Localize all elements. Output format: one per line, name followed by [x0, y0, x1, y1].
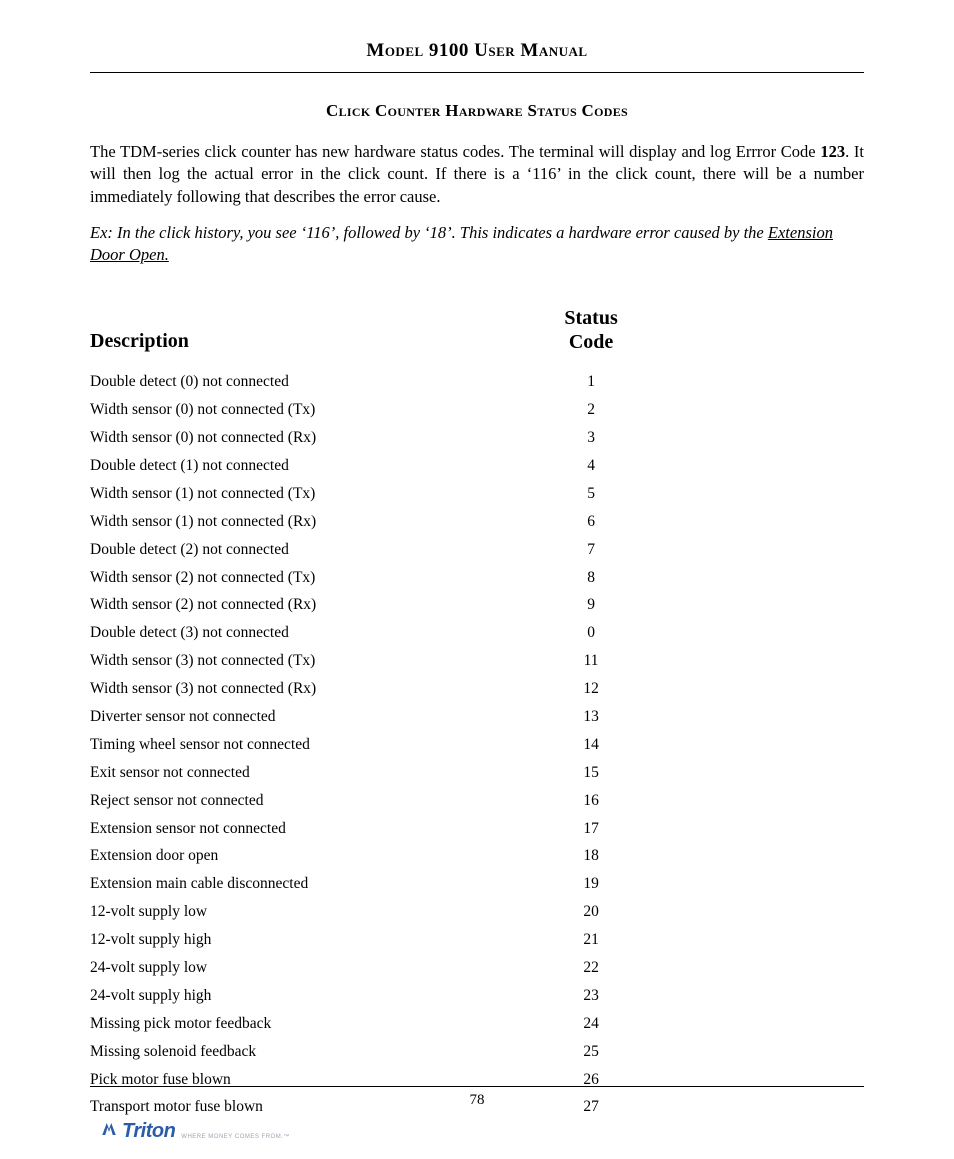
table-row: Width sensor (1) not connected (Rx)6	[90, 508, 694, 536]
table-row: Missing solenoid feedback25	[90, 1038, 694, 1066]
table-row: Double detect (2) not connected7	[90, 536, 694, 564]
column-header-status-line2: Code	[569, 331, 613, 353]
cell-description: Extension main cable disconnected	[90, 870, 488, 898]
table-row: 12-volt supply low20	[90, 898, 694, 926]
table-header-row: Description Status Code	[90, 306, 694, 354]
cell-description: Double detect (1) not connected	[90, 452, 488, 480]
table-row: Extension door open18	[90, 842, 694, 870]
table-row: Width sensor (3) not connected (Rx)12	[90, 675, 694, 703]
cell-description: Width sensor (1) not connected (Rx)	[90, 508, 488, 536]
cell-description: Missing pick motor feedback	[90, 1010, 488, 1038]
section-title: Click Counter Hardware Status Codes	[90, 101, 864, 121]
cell-status-code: 0	[488, 619, 693, 647]
cell-description: Width sensor (0) not connected (Tx)	[90, 396, 488, 424]
column-header-status-line1: Status	[564, 307, 617, 329]
cell-status-code: 26	[488, 1066, 693, 1094]
cell-description: 24-volt supply high	[90, 982, 488, 1010]
column-header-status-code: Status Code	[488, 306, 693, 354]
cell-status-code: 21	[488, 926, 693, 954]
cell-status-code: 8	[488, 564, 693, 592]
cell-status-code: 13	[488, 703, 693, 731]
table-row: Extension main cable disconnected19	[90, 870, 694, 898]
cell-description: Width sensor (2) not connected (Tx)	[90, 564, 488, 592]
cell-description: Width sensor (2) not connected (Rx)	[90, 591, 488, 619]
table-row: Pick motor fuse blown26	[90, 1066, 694, 1094]
logo-text: Triton	[122, 1120, 175, 1143]
cell-description: Missing solenoid feedback	[90, 1038, 488, 1066]
cell-status-code: 9	[488, 591, 693, 619]
cell-description: Double detect (0) not connected	[90, 368, 488, 396]
intro-error-code: 123	[820, 142, 845, 161]
status-codes-table: Description Status Code Double detect (0…	[90, 306, 694, 1121]
cell-description: 12-volt supply low	[90, 898, 488, 926]
cell-status-code: 5	[488, 480, 693, 508]
table-row: Double detect (3) not connected0	[90, 619, 694, 647]
page-number: 78	[0, 1092, 954, 1109]
cell-status-code: 25	[488, 1038, 693, 1066]
cell-status-code: 11	[488, 647, 693, 675]
table-row: Timing wheel sensor not connected14	[90, 731, 694, 759]
table-row: Width sensor (3) not connected (Tx)11	[90, 647, 694, 675]
cell-status-code: 15	[488, 759, 693, 787]
cell-status-code: 4	[488, 452, 693, 480]
cell-description: Width sensor (0) not connected (Rx)	[90, 424, 488, 452]
cell-description: 24-volt supply low	[90, 954, 488, 982]
cell-status-code: 7	[488, 536, 693, 564]
table-row: Width sensor (0) not connected (Tx)2	[90, 396, 694, 424]
cell-status-code: 17	[488, 815, 693, 843]
table-row: 24-volt supply low22	[90, 954, 694, 982]
cell-status-code: 24	[488, 1010, 693, 1038]
table-row: Double detect (1) not connected4	[90, 452, 694, 480]
cell-status-code: 12	[488, 675, 693, 703]
brand-logo: Triton WHERE MONEY COMES FROM.™	[100, 1120, 290, 1143]
table-row: Missing pick motor feedback24	[90, 1010, 694, 1038]
column-header-description: Description	[90, 306, 488, 354]
table-row: 12-volt supply high21	[90, 926, 694, 954]
table-row: Width sensor (2) not connected (Tx)8	[90, 564, 694, 592]
cell-status-code: 14	[488, 731, 693, 759]
cell-description: 12-volt supply high	[90, 926, 488, 954]
cell-status-code: 18	[488, 842, 693, 870]
cell-status-code: 6	[488, 508, 693, 536]
table-row: Width sensor (0) not connected (Rx)3	[90, 424, 694, 452]
table-body: Double detect (0) not connected1Width se…	[90, 368, 694, 1121]
cell-status-code: 22	[488, 954, 693, 982]
cell-description: Pick motor fuse blown	[90, 1066, 488, 1094]
cell-status-code: 23	[488, 982, 693, 1010]
example-text: Ex: In the click history, you see ‘116’,…	[90, 223, 768, 242]
table-row: Reject sensor not connected16	[90, 787, 694, 815]
cell-description: Width sensor (3) not connected (Rx)	[90, 675, 488, 703]
cell-description: Width sensor (1) not connected (Tx)	[90, 480, 488, 508]
cell-description: Width sensor (3) not connected (Tx)	[90, 647, 488, 675]
table-row: Exit sensor not connected15	[90, 759, 694, 787]
cell-description: Timing wheel sensor not connected	[90, 731, 488, 759]
intro-paragraph: The TDM-series click counter has new har…	[90, 141, 864, 208]
table-row: 24-volt supply high23	[90, 982, 694, 1010]
cell-description: Reject sensor not connected	[90, 787, 488, 815]
page-header-title: Model 9100 User Manual	[90, 40, 864, 73]
cell-description: Extension sensor not connected	[90, 815, 488, 843]
cell-status-code: 20	[488, 898, 693, 926]
cell-description: Diverter sensor not connected	[90, 703, 488, 731]
example-paragraph: Ex: In the click history, you see ‘116’,…	[90, 222, 864, 267]
cell-description: Extension door open	[90, 842, 488, 870]
table-row: Extension sensor not connected17	[90, 815, 694, 843]
cell-description: Double detect (3) not connected	[90, 619, 488, 647]
cell-status-code: 16	[488, 787, 693, 815]
cell-description: Exit sensor not connected	[90, 759, 488, 787]
cell-status-code: 1	[488, 368, 693, 396]
table-row: Double detect (0) not connected1	[90, 368, 694, 396]
cell-status-code: 19	[488, 870, 693, 898]
cell-description: Double detect (2) not connected	[90, 536, 488, 564]
intro-text-pre: The TDM-series click counter has new har…	[90, 142, 820, 161]
table-row: Width sensor (1) not connected (Tx)5	[90, 480, 694, 508]
table-row: Diverter sensor not connected13	[90, 703, 694, 731]
footer-divider	[90, 1086, 864, 1087]
logo-mark-icon	[100, 1120, 118, 1143]
logo-tagline: WHERE MONEY COMES FROM.™	[181, 1134, 290, 1143]
cell-status-code: 2	[488, 396, 693, 424]
cell-status-code: 3	[488, 424, 693, 452]
table-row: Width sensor (2) not connected (Rx)9	[90, 591, 694, 619]
